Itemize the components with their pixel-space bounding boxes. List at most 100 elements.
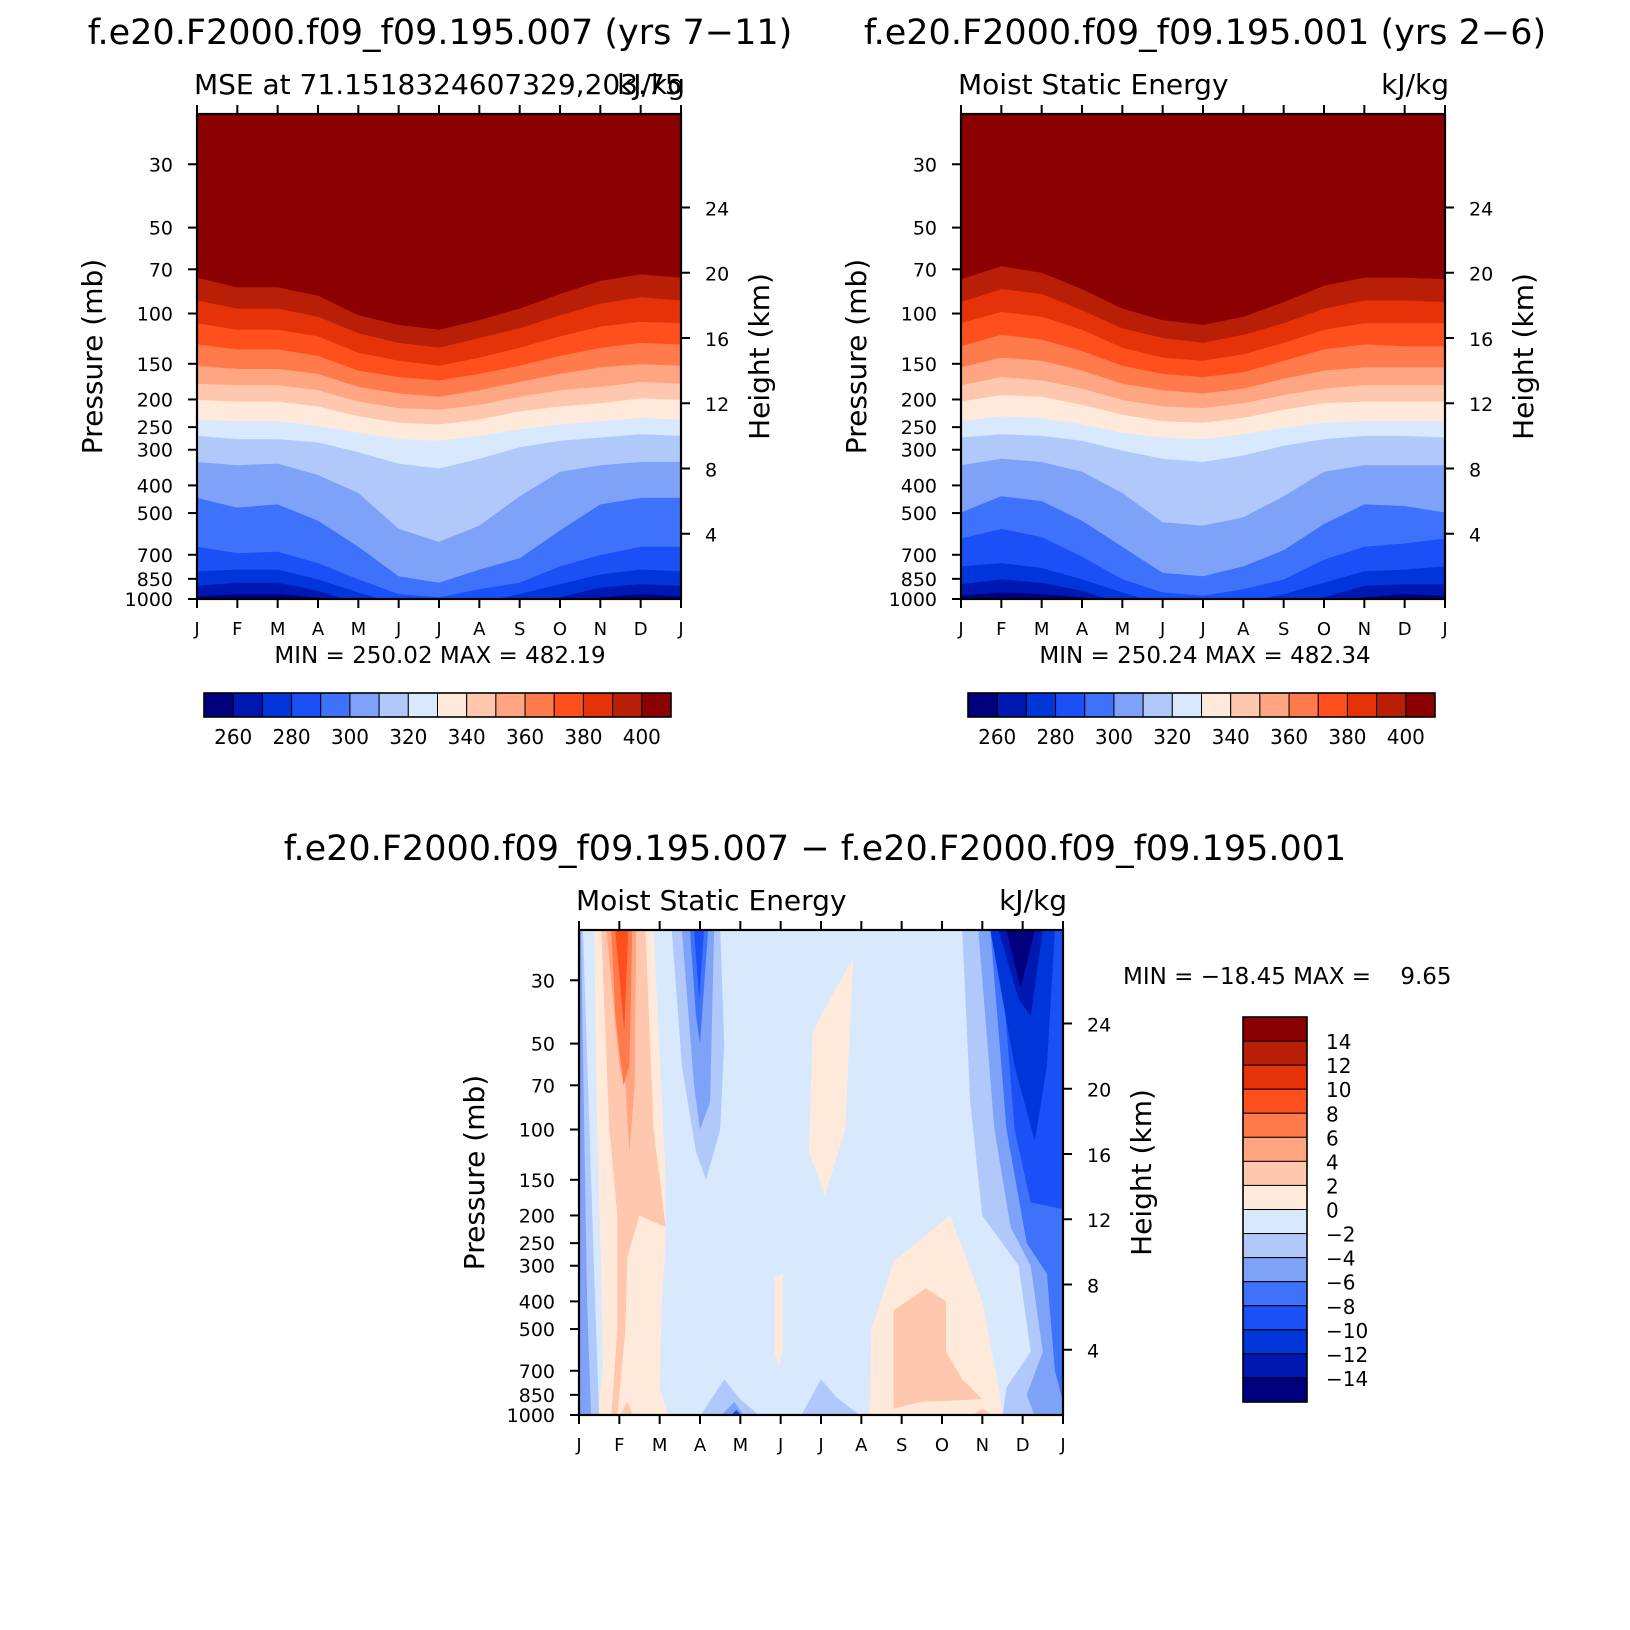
panel-units-title: kJ/kg	[617, 68, 685, 101]
y-tick-label: 250	[901, 417, 937, 439]
y-tick-label: 400	[901, 475, 937, 497]
y2-tick-label: 12	[1087, 1210, 1111, 1232]
colorbar-label: 400	[1387, 725, 1425, 749]
anomaly-oct-pos-4	[893, 1288, 983, 1409]
x-tick-label: M	[733, 1435, 749, 1456]
x-tick-label: O	[935, 1435, 949, 1456]
y-axis-label: Pressure (mb)	[458, 1075, 491, 1270]
colorbar-label: 400	[623, 725, 661, 749]
colorbar-swatch	[1317, 692, 1348, 718]
y2-tick-label: 4	[705, 525, 717, 547]
colorbar-swatch	[1242, 1112, 1308, 1138]
x-tick-label: D	[1398, 619, 1412, 640]
y-tick-label: 50	[913, 218, 937, 240]
x-tick-label: M	[652, 1435, 668, 1456]
colorbar-swatch	[967, 692, 998, 718]
y2-axis-label: Height (km)	[743, 273, 776, 440]
y-tick-label: 30	[913, 154, 937, 176]
colorbar-swatch	[349, 692, 380, 718]
colorbar-frame	[967, 692, 1436, 718]
x-tick-label: N	[594, 619, 607, 640]
x-tick-label: D	[1016, 1435, 1030, 1456]
colorbar-label: −6	[1326, 1271, 1355, 1295]
y-tick-label: 300	[519, 1256, 555, 1278]
y2-tick-label: 24	[705, 198, 729, 220]
panel-main-title: f.e20.F2000.f09_f09.195.007 − f.e20.F200…	[284, 829, 1347, 869]
colorbar-swatch	[582, 692, 614, 718]
colorbar-swatch	[1242, 1233, 1308, 1259]
colorbar-swatch	[612, 692, 643, 718]
y2-tick-label: 20	[1087, 1080, 1111, 1102]
anomaly-jul-pos	[808, 957, 854, 1196]
colorbar-swatch	[232, 692, 263, 718]
y2-tick-label: 8	[1087, 1275, 1099, 1297]
x-tick-label: M	[1115, 619, 1131, 640]
colorbar-swatch	[1242, 1064, 1308, 1090]
colorbar-swatch	[1242, 1088, 1308, 1114]
x-tick-label: S	[514, 619, 525, 640]
colorbar-label: 280	[1036, 725, 1074, 749]
x-tick-label: A	[1237, 619, 1250, 640]
x-tick-label: J	[677, 619, 683, 640]
y-tick-label: 1000	[507, 1405, 555, 1427]
colorbar-swatch	[996, 692, 1027, 718]
contour-band	[961, 579, 1445, 599]
y-tick-label: 700	[901, 545, 937, 567]
y-tick-label: 200	[901, 389, 937, 411]
colorbar-swatch	[1288, 692, 1319, 718]
y-tick-label: 700	[519, 1361, 555, 1383]
colorbar-label: 340	[448, 725, 486, 749]
anomaly-feb-pos-4	[601, 930, 666, 1415]
y-tick-label: 150	[901, 354, 937, 376]
colorbar-swatch	[1242, 1160, 1308, 1186]
y2-axis-label: Height (km)	[1507, 273, 1540, 440]
x-tick-label: M	[1034, 619, 1050, 640]
colorbar-label: −12	[1326, 1343, 1368, 1367]
y-tick-label: 400	[137, 475, 173, 497]
contour-band	[961, 563, 1445, 599]
colorbar-label: 300	[1095, 725, 1133, 749]
anomaly-feb-pos-8	[611, 930, 633, 1086]
colorbar-swatch	[1242, 1016, 1308, 1042]
x-tick-label: A	[694, 1435, 707, 1456]
y-tick-label: 70	[149, 259, 173, 281]
panel-left-title: MSE at 71.1518324607329,203.75	[194, 68, 683, 101]
colorbar-label: 14	[1326, 1030, 1351, 1054]
y-tick-label: 250	[519, 1233, 555, 1255]
y-tick-label: 700	[137, 545, 173, 567]
x-tick-label: J	[193, 619, 199, 640]
colorbar-frame	[203, 692, 672, 718]
y-tick-label: 850	[519, 1385, 555, 1407]
anomaly-nov-sfc-pos	[972, 1408, 991, 1415]
contour-field	[579, 930, 1063, 1415]
colorbar-label: −4	[1326, 1247, 1355, 1271]
colorbar-label: 0	[1326, 1199, 1339, 1223]
colorbar-label: −2	[1326, 1223, 1355, 1247]
colorbar-swatch	[1242, 1136, 1308, 1162]
x-tick-label: J	[1159, 619, 1165, 640]
anomaly-apr-neg-8	[694, 930, 704, 1000]
y2-tick-label: 12	[705, 394, 729, 416]
panel-main-title: f.e20.F2000.f09_f09.195.007 (yrs 7−11)	[88, 13, 793, 53]
colorbar-frame	[1242, 1016, 1308, 1403]
x-tick-label: J	[435, 619, 441, 640]
x-tick-label: J	[1199, 619, 1205, 640]
y-tick-label: 150	[519, 1170, 555, 1192]
y-axis-label: Pressure (mb)	[76, 259, 109, 454]
panel-units-title: kJ/kg	[999, 884, 1067, 917]
colorbar-swatch	[407, 692, 438, 718]
colorbar-label: 260	[978, 725, 1016, 749]
contour-field	[961, 114, 1445, 599]
colorbar: 260 280 300 320 340 360 380 400	[967, 692, 1436, 749]
colorbar-label: 280	[272, 725, 310, 749]
contour-band	[197, 594, 681, 599]
anomaly-feb-pos-10	[615, 930, 629, 1031]
colorbar-swatch	[1259, 692, 1290, 718]
x-tick-label: N	[976, 1435, 989, 1456]
colorbar-swatch	[203, 692, 234, 718]
colorbar-label: 260	[214, 725, 252, 749]
colorbar-swatch	[1242, 1377, 1308, 1403]
y-axis-label: Pressure (mb)	[840, 259, 873, 454]
y-tick-label: 70	[913, 259, 937, 281]
min-max-stats: MIN = 250.02 MAX = 482.19	[274, 643, 605, 669]
